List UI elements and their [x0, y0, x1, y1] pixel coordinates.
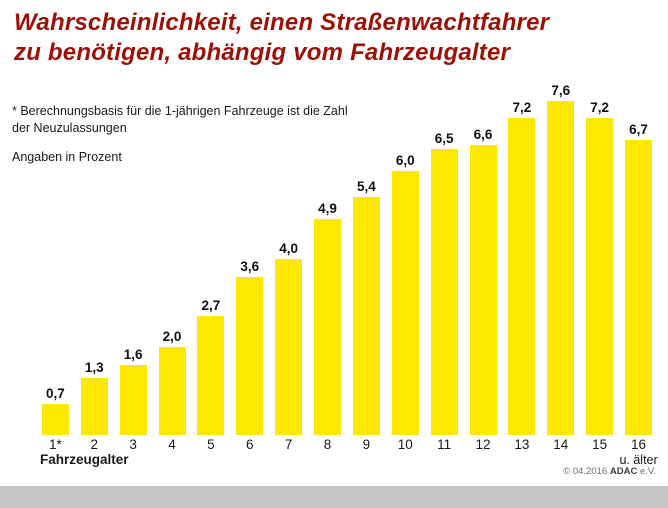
x-tick-label: 3: [129, 437, 137, 452]
bar: [41, 404, 69, 435]
bar: [314, 219, 342, 435]
x-tick-label: 14: [553, 437, 569, 452]
bar-column: 7,2: [580, 100, 619, 435]
bar-column: 3,6: [230, 259, 269, 435]
bar-value-label: 0,7: [46, 386, 65, 401]
bar: [352, 197, 380, 435]
bar: [430, 149, 458, 435]
bar-value-label: 6,7: [629, 122, 648, 137]
x-tick-note: u. älter: [619, 452, 658, 467]
unit-note: Angaben in Prozent: [12, 150, 122, 164]
bar-value-label: 3,6: [240, 259, 260, 274]
bar-value-label: 4,9: [318, 201, 337, 216]
x-axis-label: Fahrzeugalter: [40, 452, 129, 467]
x-tick-label: 15: [592, 437, 608, 452]
chart-title: Wahrscheinlichkeit, einen Straßenwachtfa…: [14, 8, 549, 68]
bar-value-label: 1,3: [84, 360, 104, 375]
bar-column: 2,0: [153, 329, 192, 435]
bar-column: 1,6: [114, 347, 153, 435]
bar-value-label: 2,0: [162, 329, 182, 344]
bar-value-label: 4,0: [279, 241, 299, 256]
bar-value-label: 1,6: [123, 347, 143, 362]
x-tick-label: 9: [362, 437, 371, 452]
copyright-suffix: e.V.: [637, 466, 656, 477]
bar-column: 7,2: [503, 100, 542, 435]
copyright-line: © 04.2016 ADAC e.V.: [563, 466, 656, 477]
x-tick-label: 12: [475, 437, 491, 452]
chart-title-line-1: Wahrscheinlichkeit, einen Straßenwachtfa…: [14, 9, 550, 36]
bar-column: 6,6: [464, 127, 503, 435]
bar: [508, 118, 536, 435]
bar: [586, 118, 614, 435]
bar: [80, 378, 108, 435]
x-tick-label: 2: [90, 437, 99, 452]
bar: [119, 365, 147, 435]
brand-name: ADAC: [609, 466, 638, 477]
bar-value-label: 7,2: [590, 100, 610, 115]
footnote-line-1: * Berechnungsbasis für die 1-jährigen Fa…: [12, 104, 348, 118]
bar-column: 6,5: [425, 131, 464, 435]
chart-title-line-2: zu benötigen, abhängig vom Fahrzeugalter: [14, 39, 511, 66]
bar: [197, 316, 225, 435]
bar: [625, 140, 653, 435]
bar-value-label: 7,2: [512, 100, 532, 115]
copyright-date: © 04.2016: [563, 466, 610, 477]
bar-value-label: 6,6: [473, 127, 493, 142]
x-axis: 1* 2 3 4 5 6 7 8 9 10 11 12 13 14 15 16 u. älter: [36, 437, 658, 467]
x-tick-label: 16 u. älter: [619, 437, 658, 467]
footnote-line-2: der Neuzulassungen: [12, 120, 127, 135]
bar-column: 0,7: [36, 386, 75, 435]
bar-column: 4,0: [269, 241, 308, 435]
x-tick-label: 11: [437, 437, 452, 452]
bar: [275, 259, 303, 435]
x-tick-label: 13: [514, 437, 530, 452]
bar-value-label: 7,6: [551, 83, 571, 98]
bar-column: 4,9: [308, 201, 347, 435]
bar-column: 2,7: [192, 298, 231, 435]
x-tick-label: 8: [323, 437, 332, 452]
bar-value-label: 5,4: [357, 179, 376, 194]
footer-strip: [0, 486, 668, 508]
bar-column: 5,4: [347, 179, 386, 435]
bar-column: 6,7: [619, 122, 658, 435]
bar-value-label: 6,5: [434, 131, 454, 146]
bar: [391, 171, 419, 435]
x-tick-label: 1*: [49, 437, 62, 452]
x-tick-label: 7: [284, 437, 293, 452]
bar-column: 6,0: [386, 153, 425, 435]
x-tick-label: 5: [207, 437, 215, 452]
x-tick-label: 6: [246, 437, 254, 452]
bar: [236, 277, 264, 435]
x-tick-label: 10: [397, 437, 413, 452]
bar-value-label: 2,7: [201, 298, 221, 313]
bar-column: 7,6: [541, 83, 580, 435]
bar: [547, 101, 575, 435]
x-tick-label: 4: [168, 437, 176, 452]
bar-column: 1,3: [75, 360, 114, 435]
bar: [158, 347, 186, 435]
bar-chart: 0,7 1,3 1,6 2,0 2,7 3,6 4,0 4,9 5,4 6,0 6,5 6,6 7,2 7…: [36, 83, 658, 435]
bar-value-label: 6,0: [395, 153, 415, 168]
bar: [469, 145, 497, 435]
footnote: * Berechnungsbasis für die 1-jährigen Fa…: [12, 103, 348, 137]
